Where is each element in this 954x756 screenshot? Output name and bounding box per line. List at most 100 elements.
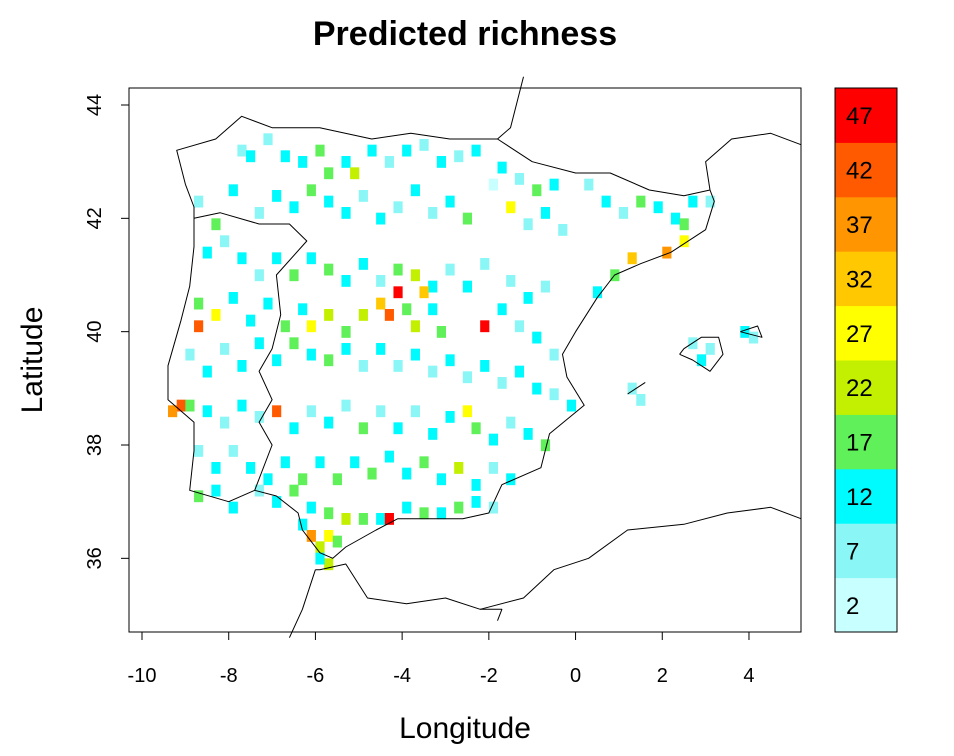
grid-cell	[341, 513, 351, 525]
grid-cell	[506, 473, 516, 486]
grid-cell	[410, 405, 420, 418]
y-axis-title: Latitude	[16, 307, 49, 414]
grid-cell	[228, 445, 238, 457]
legend-swatch	[835, 414, 897, 470]
legend-label: 32	[846, 266, 873, 293]
grid-cell	[298, 473, 308, 486]
grid-cell	[592, 286, 603, 299]
grid-cell	[350, 456, 360, 469]
legend-label: 7	[846, 538, 859, 565]
grid-cell	[272, 405, 282, 418]
grid-cell	[306, 501, 316, 514]
grid-cell	[228, 184, 238, 197]
grid-cell	[185, 399, 195, 412]
grid-cell	[436, 326, 446, 338]
grid-cell	[194, 297, 204, 310]
grid-cell	[428, 365, 438, 378]
grid-cell	[480, 320, 490, 333]
grid-cell	[358, 513, 368, 525]
grid-cell	[549, 348, 559, 361]
grid-cell	[445, 263, 455, 276]
grid-cell	[246, 150, 256, 163]
grid-cell	[523, 292, 533, 304]
grid-cell	[185, 348, 195, 361]
grid-cell	[324, 530, 334, 542]
grid-cell	[497, 377, 507, 389]
grid-cell	[436, 473, 446, 486]
coastline	[497, 138, 711, 197]
grid-cell	[428, 280, 438, 293]
grid-cell	[220, 343, 230, 355]
grid-cell	[324, 416, 334, 429]
grid-cell	[419, 139, 429, 151]
grid-cell	[358, 309, 368, 321]
grid-cell	[549, 388, 559, 401]
grid-cell	[471, 479, 481, 491]
grid-cell	[376, 405, 386, 418]
grid-cell	[428, 428, 438, 440]
coastline	[480, 608, 503, 621]
grid-cell	[488, 178, 499, 191]
grid-cell	[254, 337, 264, 350]
grid-cell	[584, 178, 594, 191]
grid-cell	[601, 195, 611, 208]
grid-cell	[194, 445, 204, 457]
grid-cell	[445, 195, 455, 208]
grid-cell	[289, 422, 299, 435]
x-tick-label: -2	[480, 665, 498, 687]
grid-cell	[237, 144, 247, 157]
grid-cell	[402, 501, 412, 514]
grid-cell	[272, 496, 282, 508]
grid-cell	[540, 280, 551, 293]
grid-cell	[194, 320, 204, 333]
y-tick-label: 42	[84, 207, 106, 229]
grid-cell	[705, 195, 715, 208]
grid-cell	[384, 309, 394, 321]
grid-cell	[480, 258, 490, 270]
coastline	[740, 325, 763, 338]
grid-cell	[740, 326, 750, 338]
grid-cell	[532, 184, 542, 197]
y-tick-label: 36	[84, 547, 106, 569]
coastline	[497, 76, 524, 140]
grid-cell	[445, 411, 455, 423]
legend-label: 42	[846, 158, 873, 185]
grid-cell	[670, 212, 681, 225]
grid-cell	[532, 382, 542, 395]
grid-cell	[341, 326, 351, 338]
grid-cell	[679, 235, 689, 248]
grid-cell	[566, 399, 577, 412]
grid-cell	[254, 207, 264, 219]
coastline	[705, 132, 802, 191]
grid-cell	[454, 501, 464, 514]
legend-swatch	[835, 523, 897, 579]
grid-cell	[289, 484, 299, 497]
grid-cell	[315, 541, 325, 554]
legend-swatch	[835, 360, 897, 415]
grid-cell	[445, 354, 455, 367]
legend-swatch	[835, 577, 897, 633]
grid-cell	[384, 450, 394, 463]
legend-swatch	[835, 88, 897, 143]
grid-cell	[410, 184, 420, 197]
legend-swatch	[835, 196, 897, 252]
x-tick-label: -10	[128, 665, 157, 687]
grid-cell	[324, 558, 334, 571]
grid-cell	[627, 252, 637, 265]
grid-cell	[653, 201, 663, 214]
legend-label: 12	[846, 484, 873, 511]
grid-cell	[376, 275, 386, 287]
grid-cell	[315, 456, 325, 469]
grid-cell	[341, 343, 351, 355]
grid-cell	[194, 195, 204, 208]
grid-cell	[254, 411, 264, 423]
grid-cell	[514, 320, 525, 333]
grid-cell	[454, 150, 464, 163]
x-tick-label: -6	[307, 665, 325, 687]
coastline	[315, 506, 802, 610]
grid-cell	[419, 286, 429, 299]
grid-cell	[272, 252, 282, 265]
grid-cell	[332, 535, 342, 548]
grid-cell	[341, 275, 351, 287]
